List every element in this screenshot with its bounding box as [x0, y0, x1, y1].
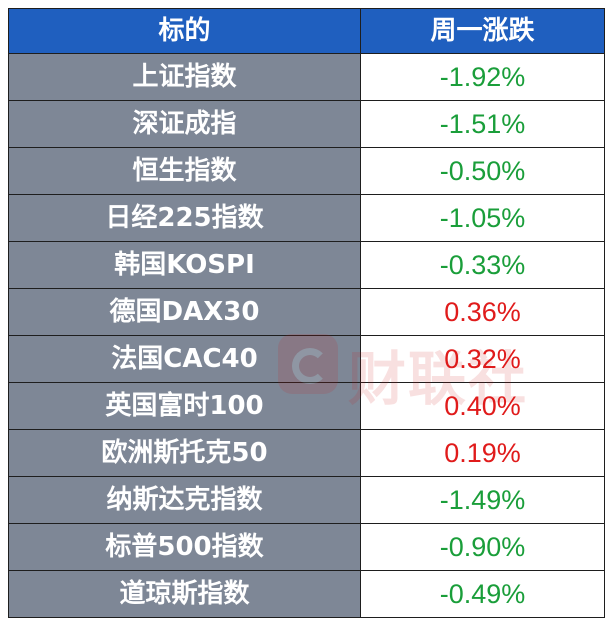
index-change: -1.49% — [360, 476, 605, 524]
index-change: 0.36% — [360, 288, 605, 336]
index-change: 0.19% — [360, 429, 605, 477]
table-row: 上证指数 -1.92% — [8, 53, 605, 101]
index-name: 标普500指数 — [8, 523, 361, 571]
index-name: 纳斯达克指数 — [8, 476, 361, 524]
table-row: 标普500指数 -0.90% — [8, 523, 605, 571]
table-row: 日经225指数 -1.05% — [8, 194, 605, 242]
index-change: -1.92% — [360, 53, 605, 101]
index-name: 韩国KOSPI — [8, 241, 361, 289]
index-name: 英国富时100 — [8, 382, 361, 430]
table-row: 纳斯达克指数 -1.49% — [8, 476, 605, 524]
column-header-name: 标的 — [8, 8, 361, 54]
index-change: -1.51% — [360, 100, 605, 148]
table-row: 德国DAX30 0.36% — [8, 288, 605, 336]
table-header-row: 标的 周一涨跌 — [8, 8, 605, 54]
index-name: 法国CAC40 — [8, 335, 361, 383]
table-row: 英国富时100 0.40% — [8, 382, 605, 430]
index-name: 道琼斯指数 — [8, 570, 361, 618]
table-row: 韩国KOSPI -0.33% — [8, 241, 605, 289]
table-row: 法国CAC40 0.32% — [8, 335, 605, 383]
table-row: 恒生指数 -0.50% — [8, 147, 605, 195]
market-table-wrapper: 标的 周一涨跌 上证指数 -1.92% 深证成指 -1.51% 恒生指数 -0.50% 日经… — [8, 8, 605, 618]
index-change: -0.33% — [360, 241, 605, 289]
index-name: 欧洲斯托克50 — [8, 429, 361, 477]
index-change: 0.40% — [360, 382, 605, 430]
index-name: 上证指数 — [8, 53, 361, 101]
index-change: 0.32% — [360, 335, 605, 383]
market-change-table: 标的 周一涨跌 上证指数 -1.92% 深证成指 -1.51% 恒生指数 -0.50% 日经… — [8, 8, 605, 618]
index-name: 日经225指数 — [8, 194, 361, 242]
index-change: -0.49% — [360, 570, 605, 618]
table-row: 道琼斯指数 -0.49% — [8, 570, 605, 618]
index-name: 恒生指数 — [8, 147, 361, 195]
index-name: 深证成指 — [8, 100, 361, 148]
index-change: -1.05% — [360, 194, 605, 242]
table-row: 欧洲斯托克50 0.19% — [8, 429, 605, 477]
column-header-change: 周一涨跌 — [360, 8, 605, 54]
index-name: 德国DAX30 — [8, 288, 361, 336]
table-row: 深证成指 -1.51% — [8, 100, 605, 148]
index-change: -0.90% — [360, 523, 605, 571]
index-change: -0.50% — [360, 147, 605, 195]
